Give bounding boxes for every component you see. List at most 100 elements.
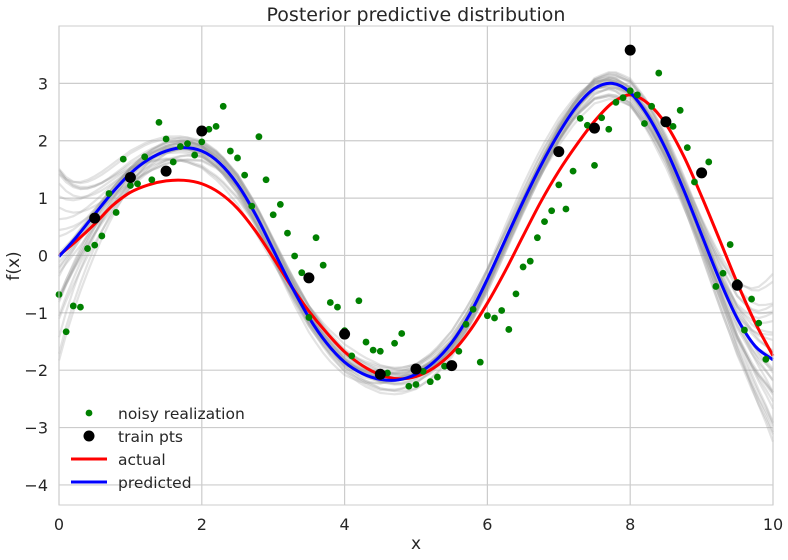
noisy-realization-point (562, 205, 570, 213)
series-layer (57, 81, 775, 382)
noisy-realization-point (519, 263, 527, 271)
noisy-realization-point (191, 151, 199, 159)
train-point (624, 44, 636, 56)
x-tick-label: 4 (340, 515, 350, 534)
noisy-realization-point (412, 381, 420, 388)
noisy-realization-point (291, 252, 299, 260)
noisy-realization-point (633, 91, 641, 99)
noisy-realization-point (155, 118, 163, 126)
noisy-realization-point (405, 382, 413, 390)
noisy-realization-point (569, 167, 577, 175)
x-tick-label: 8 (625, 515, 635, 534)
noisy-realization-point (226, 147, 234, 155)
noisy-realization-point (241, 171, 249, 179)
noisy-realization-point (119, 155, 127, 163)
noisy-realization-point (555, 181, 563, 189)
noisy-realization-point (755, 319, 763, 327)
noisy-realization-point (598, 114, 606, 122)
noisy-realization-point (683, 144, 691, 152)
x-tick-label: 0 (54, 515, 64, 534)
noisy-realization-point (141, 153, 149, 161)
noisy-realization-point (126, 182, 134, 189)
noisy-realization-point (355, 297, 363, 305)
noisy-realization-point (591, 162, 598, 169)
train-point (553, 146, 565, 158)
train-point (589, 122, 600, 134)
y-tick-label: 1 (38, 189, 48, 208)
y-tick-label: 3 (38, 74, 48, 93)
noisy-realization-point (376, 347, 384, 355)
train-point (124, 171, 136, 183)
noisy-realization-point (212, 122, 220, 130)
train-point (731, 279, 743, 291)
noisy-realization-point (469, 305, 477, 313)
legend-label: actual (118, 451, 166, 469)
y-tick-label: −2 (24, 361, 48, 380)
posterior-sample-line (57, 86, 774, 369)
predicted-line (57, 81, 774, 382)
noisy-realization-point (498, 307, 506, 314)
chart-title: Posterior predictive distribution (267, 4, 566, 26)
noisy-realization-point (462, 320, 470, 328)
train-point (374, 368, 386, 380)
noisy-realization-point (512, 290, 520, 298)
plot-area-frame (58, 25, 774, 506)
noisy-realization-point (548, 207, 556, 215)
noisy-realization-point (362, 338, 370, 346)
legend-entry: actual (71, 451, 166, 469)
y-tick-label: 0 (38, 246, 48, 265)
y-axis-label: f(x) (4, 251, 24, 280)
train-point (410, 363, 422, 375)
train-point (89, 212, 101, 224)
noisy-realization-point (369, 346, 377, 354)
train-point (303, 272, 315, 284)
noisy-realization-point (676, 106, 684, 114)
noisy-realization-point (648, 102, 656, 110)
noisy-realization-point (348, 352, 356, 360)
noisy-realization-point (319, 261, 327, 269)
train-point (696, 167, 708, 179)
noisy-realization-point (748, 295, 755, 303)
noisy-realization-point (605, 125, 613, 133)
noisy-realization-point (455, 347, 463, 355)
posterior-sample-line (58, 83, 774, 381)
train-point (160, 165, 172, 177)
y-tick-label: −1 (24, 304, 48, 323)
noisy-realization-point (334, 303, 341, 311)
noisy-realization-point (533, 234, 541, 242)
y-tick-label: −4 (24, 476, 48, 495)
noisy-realization-point (69, 302, 77, 310)
noisy-realization-point (248, 202, 256, 210)
noisy-realization-point (541, 218, 548, 226)
x-tick-label: 10 (763, 515, 783, 534)
noisy-realization-point (98, 232, 106, 240)
train-point (196, 125, 208, 137)
noisy-realization-point (526, 257, 534, 265)
noisy-realization-point (312, 234, 320, 242)
noisy-realization-point (741, 326, 748, 334)
noisy-realization-point (326, 299, 334, 306)
noisy-realization-point (583, 121, 591, 129)
noisy-realization-point (705, 158, 713, 166)
noisy-realization-point (84, 245, 91, 252)
legend-label: noisy realization (118, 405, 245, 423)
train-point (660, 116, 672, 128)
noisy-realization-point (484, 312, 491, 320)
noisy-realization-point (262, 176, 270, 184)
noisy-realization-point (726, 241, 734, 248)
noisy-realization-point (476, 358, 484, 366)
noisy-realization-point (391, 339, 398, 347)
noisy-realization-point (491, 314, 498, 322)
legend-marker-swatch (83, 430, 95, 442)
noisy-realization-point (669, 122, 677, 130)
noisy-realization-point (184, 140, 191, 148)
noisy-realization-point (691, 178, 698, 186)
noisy-realization-point (162, 135, 170, 143)
noisy-realization-point (762, 355, 770, 363)
legend-label: train pts (118, 428, 183, 446)
legend-marker-swatch (85, 409, 93, 417)
legend-entry: predicted (71, 474, 192, 492)
noisy-realization-point (276, 201, 284, 208)
